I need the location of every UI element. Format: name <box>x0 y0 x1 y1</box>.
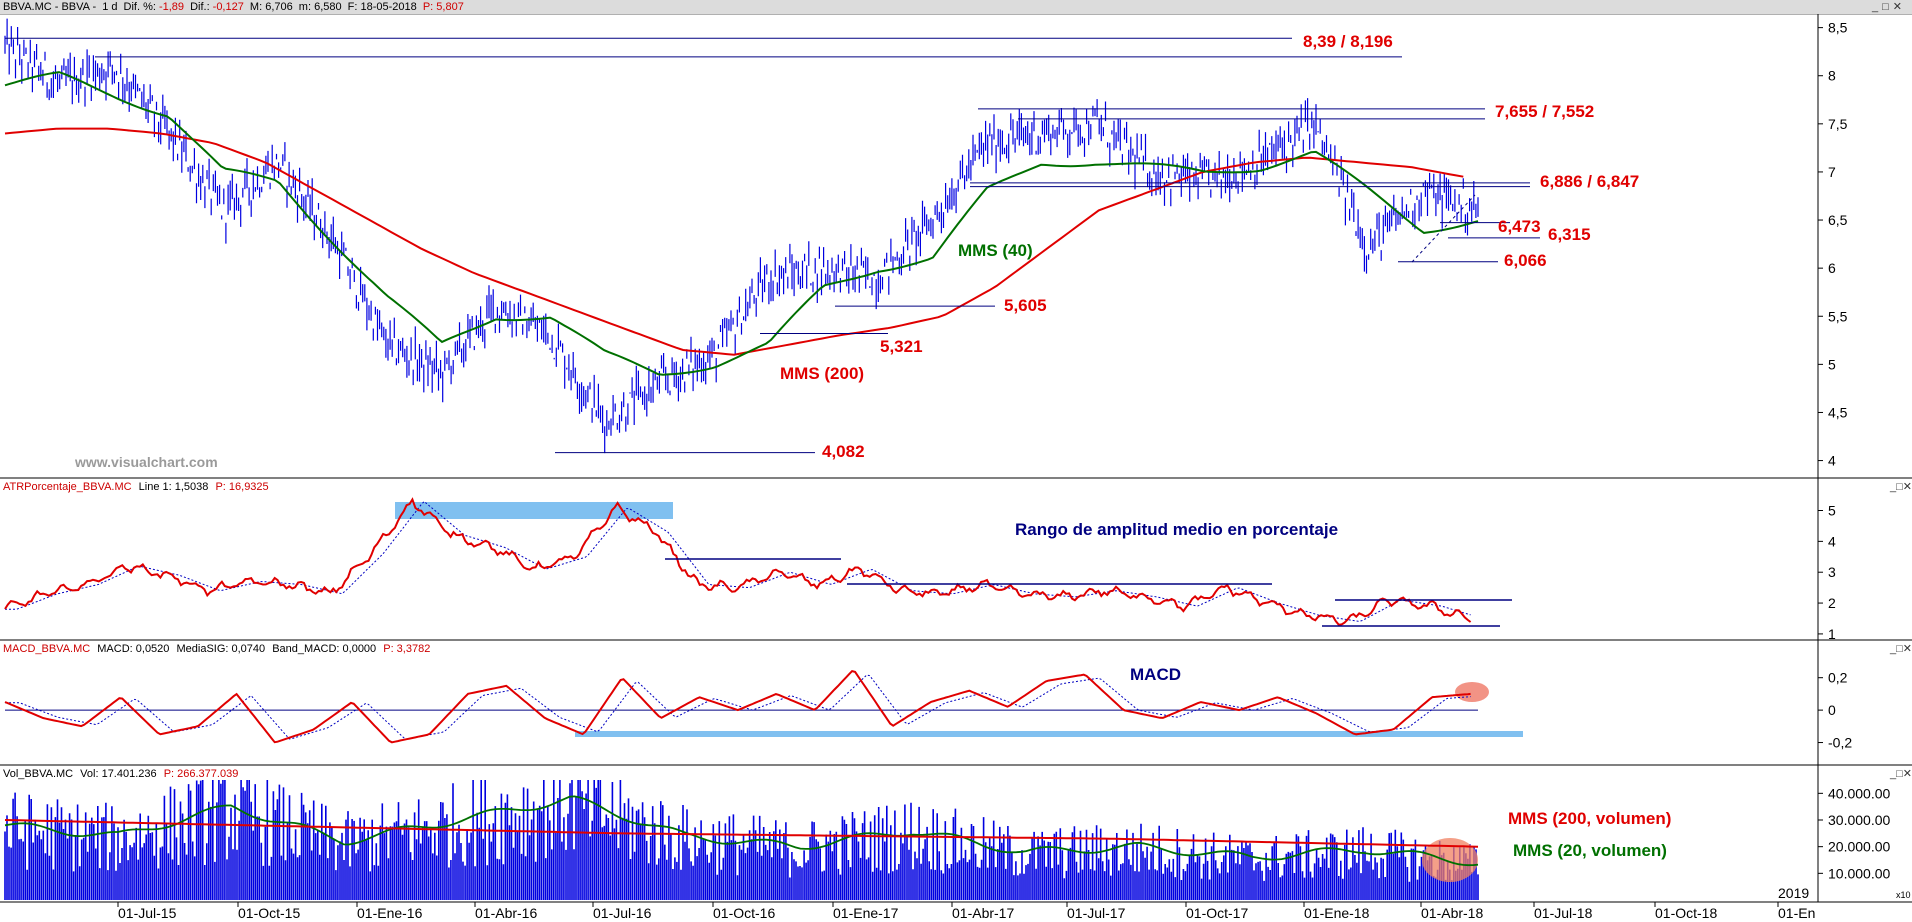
time-axis-label: 01-Oct-16 <box>713 905 775 921</box>
atr-axis-label: 3 <box>1828 564 1836 580</box>
volume-panel: MMS (200, volumen) MMS (20, volumen) <box>4 780 1671 900</box>
macd-signal-line <box>5 674 1471 740</box>
atr-highlight <box>395 502 673 519</box>
level-label: 6,886 / 6,847 <box>1540 172 1639 191</box>
price-axis-label: 7,5 <box>1828 116 1848 132</box>
volume-axis-label: 30.000.00 <box>1828 812 1890 828</box>
price-axis-label: 6,5 <box>1828 212 1848 228</box>
level-label: 6,066 <box>1504 251 1547 270</box>
time-axis: 01-Jul-15 01-Oct-15 01-Ene-16 01-Abr-16 01-J… <box>117 885 1911 921</box>
atr-axis-label: 5 <box>1828 503 1836 519</box>
window-controls[interactable]: _□✕ <box>1872 1 1906 13</box>
right-axis: 8,5 8 7,5 7 6,5 6 5,5 5 4,5 4 5 4 3 2 1 0,2 0 -0,2 40.000.… <box>1818 20 1890 881</box>
level-label: 7,655 / 7,552 <box>1495 102 1594 121</box>
macd-title: MACD <box>1130 665 1181 684</box>
dif-label: Dif.: <box>190 1 210 13</box>
macd-axis-label: 0 <box>1828 702 1836 718</box>
price-axis-label: 8,5 <box>1828 20 1848 36</box>
price-axis-label: 4,5 <box>1828 404 1848 420</box>
macd-axis-label: -0,2 <box>1828 735 1852 751</box>
price-value: P: 5,807 <box>422 1 464 13</box>
time-axis-label: 01-Abr-16 <box>475 905 537 921</box>
macd-highlight-circle <box>1455 682 1489 702</box>
watermark: www.visualchart.com <box>74 454 218 470</box>
mms40-annotation: MMS (40) <box>958 241 1033 260</box>
atr-title: Rango de amplitud medio en porcentaje <box>1015 520 1338 539</box>
macd-highlight <box>575 731 1523 737</box>
price-axis-label: 5 <box>1828 356 1836 372</box>
atr-signal-line <box>5 500 1471 622</box>
mms200-line <box>4 127 1464 356</box>
time-axis-label: 01-Jul-15 <box>118 905 177 921</box>
time-axis-label: 01-En <box>1778 905 1815 921</box>
volume-window-controls[interactable]: _□✕ <box>1889 768 1912 780</box>
instrument-label: BBVA.MC - BBVA - <box>3 1 97 13</box>
time-axis-label: 01-Oct-18 <box>1655 905 1717 921</box>
time-axis-label: 01-Oct-15 <box>238 905 300 921</box>
time-axis-label: 01-Abr-18 <box>1421 905 1483 921</box>
time-axis-label: 01-Ene-17 <box>833 905 899 921</box>
volume-mms200-line <box>4 819 1479 848</box>
mms40-line <box>4 71 1479 376</box>
price-panel-header: BBVA.MC - BBVA - 1 d Dif. %: -1,89 Dif.: -… <box>0 0 1912 15</box>
scale-label: x10 <box>1896 890 1911 900</box>
atr-axis-label: 2 <box>1828 595 1836 611</box>
atr-panel: Rango de amplitud medio en porcentaje <box>4 497 1512 627</box>
level-label: 5,321 <box>880 337 923 356</box>
dif-pct-value: -1,89 <box>158 1 185 13</box>
volume-header: Vol_BBVA.MC Vol: 17.401.236 P: 266.377.0… <box>3 768 238 780</box>
volume-mms20-label: MMS (20, volumen) <box>1513 841 1667 860</box>
period-label: 1 d <box>102 1 118 13</box>
year-label: 2019 <box>1778 885 1809 901</box>
macd-axis-label: 0,2 <box>1828 670 1848 686</box>
min-value: m: 6,580 <box>298 1 342 13</box>
time-axis-label: 01-Jul-17 <box>1067 905 1126 921</box>
volume-highlight-circle <box>1422 838 1478 882</box>
mms200-annotation: MMS (200) <box>780 364 864 383</box>
price-axis-label: 7 <box>1828 164 1836 180</box>
dif-value: -0,127 <box>212 1 244 13</box>
time-axis-label: 01-Ene-16 <box>357 905 423 921</box>
macd-line <box>4 669 1471 744</box>
macd-window-controls[interactable]: _□✕ <box>1889 643 1912 655</box>
price-axis-label: 6 <box>1828 260 1836 276</box>
atr-axis-label: 1 <box>1828 626 1836 642</box>
date-value: F: 18-05-2018 <box>347 1 417 13</box>
time-axis-label: 01-Jul-16 <box>593 905 652 921</box>
volume-axis-label: 40.000.00 <box>1828 785 1890 801</box>
level-label: 8,39 / 8,196 <box>1303 32 1393 51</box>
dif-pct-label: Dif. %: <box>123 1 156 13</box>
price-axis-label: 4 <box>1828 453 1836 469</box>
macd-panel: MACD <box>4 665 1523 744</box>
level-label: 6,315 <box>1548 225 1591 244</box>
time-axis-label: 01-Ene-18 <box>1304 905 1370 921</box>
max-value: M: 6,706 <box>249 1 293 13</box>
price-axis-label: 8 <box>1828 68 1836 84</box>
price-panel: 8,39 / 8,196 7,655 / 7,552 6,886 / 6,847 6,… <box>4 18 1639 461</box>
volume-mms20-line <box>4 795 1479 867</box>
time-axis-label: 01-Jul-18 <box>1534 905 1593 921</box>
atr-window-controls[interactable]: _□✕ <box>1889 481 1912 493</box>
price-axis-label: 5,5 <box>1828 308 1848 324</box>
level-label: 5,605 <box>1004 296 1047 315</box>
time-axis-label: 01-Oct-17 <box>1186 905 1248 921</box>
volume-mms200-label: MMS (200, volumen) <box>1508 809 1671 828</box>
volume-bars <box>4 780 1479 900</box>
atr-axis-label: 4 <box>1828 533 1836 549</box>
atr-header: ATRPorcentaje_BBVA.MC Line 1: 1,5038 P: … <box>3 481 269 493</box>
price-bars <box>4 18 1479 454</box>
level-label: 4,082 <box>822 442 865 461</box>
volume-axis-label: 20.000.00 <box>1828 839 1890 855</box>
time-axis-label: 01-Abr-17 <box>952 905 1014 921</box>
macd-header: MACD_BBVA.MC MACD: 0,0520 MediaSIG: 0,07… <box>3 643 430 655</box>
level-label: 6,473 <box>1498 217 1541 236</box>
atr-line <box>4 497 1472 626</box>
volume-axis-label: 10.000.00 <box>1828 865 1890 881</box>
